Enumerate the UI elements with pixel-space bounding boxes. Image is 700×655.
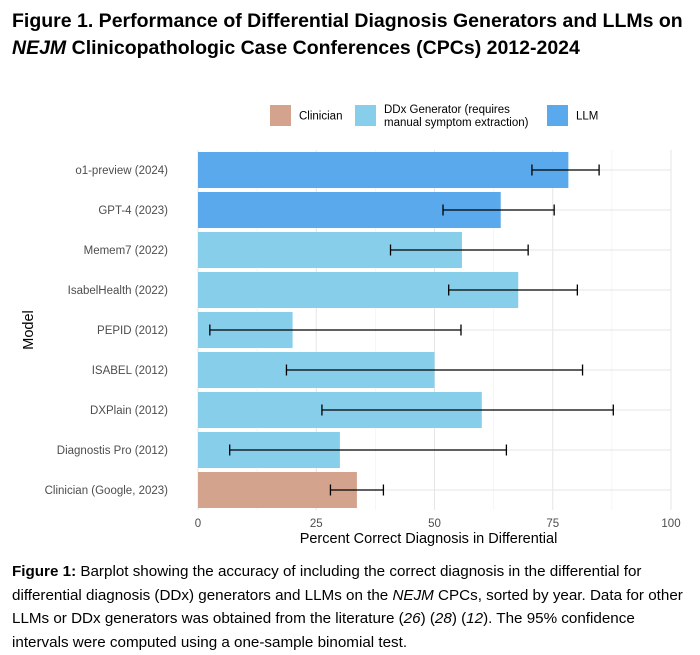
- x-tick-label: 50: [428, 518, 441, 530]
- figure-title: Figure 1. Performance of Differential Di…: [12, 8, 692, 62]
- caption-text-2: CPCs, sorted by year. Data for other LLM…: [12, 586, 683, 628]
- caption-italic: NEJM: [392, 586, 434, 604]
- y-tick-label: o1-preview (2024): [75, 165, 168, 177]
- x-tick-label: 100: [661, 518, 680, 530]
- figure-title-italic: NEJM: [12, 37, 67, 59]
- caption-label: Figure 1:: [12, 563, 77, 580]
- figure-title-prefix: Figure 1. Performance of Differential Di…: [12, 10, 683, 32]
- y-tick-label: Diagnostis Pro (2012): [57, 445, 168, 457]
- caption-text-1: Barplot showing the accuracy of includin…: [12, 563, 642, 604]
- y-axis-title: Model: [21, 310, 37, 350]
- legend-key: [355, 105, 376, 126]
- legend-key: [547, 105, 568, 126]
- figure-caption: Figure 1: Barplot showing the accuracy o…: [12, 560, 690, 654]
- caption-text-3: ) (: [420, 610, 435, 627]
- legend-label: manual symptom extraction): [384, 117, 529, 129]
- legend-key: [270, 105, 291, 126]
- x-tick-label: 0: [195, 518, 201, 530]
- legend-label: LLM: [576, 111, 598, 123]
- figure-title-suffix: Clinicopathologic Case Conferences (CPCs…: [66, 37, 580, 59]
- bar: [198, 152, 569, 188]
- y-tick-label: IsabelHealth (2022): [68, 285, 169, 297]
- x-tick-label: 75: [546, 518, 559, 530]
- x-axis-title: Percent Correct Diagnosis in Differentia…: [300, 531, 558, 547]
- caption-ref-1: 26: [403, 610, 421, 627]
- y-tick-label: ISABEL (2012): [92, 365, 168, 377]
- caption-text-5: ). The 95% confidence intervals were com…: [12, 610, 635, 651]
- x-tick-label: 25: [310, 518, 323, 530]
- y-tick-label: GPT-4 (2023): [98, 205, 168, 217]
- y-tick-label: DXPlain (2012): [90, 405, 168, 417]
- y-tick-label: Memem7 (2022): [84, 245, 169, 257]
- caption-ref-3: 12: [466, 610, 484, 627]
- caption-text-4: ) (: [451, 610, 467, 627]
- legend-label: Clinician: [299, 111, 342, 123]
- y-tick-label: Clinician (Google, 2023): [45, 485, 169, 497]
- chart: o1-preview (2024) GPT-4 (2023) Memem7 (202…: [21, 104, 681, 547]
- y-tick-label: PEPID (2012): [97, 325, 168, 337]
- legend-label: DDx Generator (requires: [384, 104, 510, 116]
- caption-ref-2: 28: [434, 610, 452, 627]
